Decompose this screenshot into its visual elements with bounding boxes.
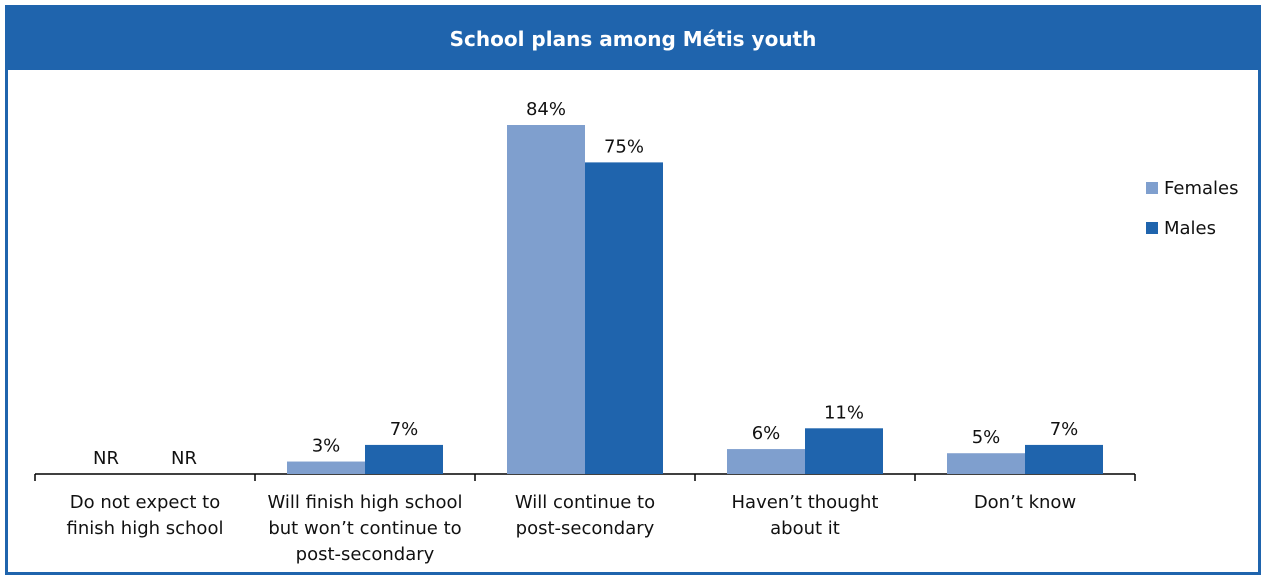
chart-title: School plans among Métis youth bbox=[8, 8, 1258, 70]
category-label: Will finish high school bbox=[267, 492, 462, 513]
bar-females bbox=[287, 461, 365, 474]
chart-frame: School plans among Métis youth bbox=[5, 5, 1261, 575]
category-label: finish high school bbox=[67, 518, 224, 539]
data-label: 11% bbox=[824, 402, 864, 423]
data-label: 5% bbox=[972, 427, 1001, 448]
bar-females bbox=[947, 453, 1025, 474]
bar-females bbox=[727, 449, 805, 474]
data-label: 75% bbox=[604, 136, 644, 157]
bar-males bbox=[1025, 444, 1103, 474]
category-label: Haven’t thought bbox=[732, 492, 879, 513]
category-label: post-secondary bbox=[516, 518, 655, 539]
bar-males bbox=[585, 162, 663, 474]
legend-label-males: Males bbox=[1164, 218, 1216, 239]
category-label: but won’t continue to bbox=[268, 518, 461, 539]
category-label: Do not expect to bbox=[70, 492, 220, 513]
bar-females bbox=[507, 125, 585, 474]
category-label: post-secondary bbox=[296, 544, 435, 565]
bar-males bbox=[805, 428, 883, 474]
data-label: 7% bbox=[1050, 419, 1079, 440]
data-label: NR bbox=[171, 448, 197, 469]
data-label: 7% bbox=[390, 419, 419, 440]
legend-label-females: Females bbox=[1164, 178, 1238, 199]
category-label: about it bbox=[770, 518, 840, 539]
data-label: 6% bbox=[752, 423, 781, 444]
legend-swatch-females bbox=[1146, 182, 1158, 194]
legend-swatch-males bbox=[1146, 222, 1158, 234]
bar-males bbox=[365, 444, 443, 474]
data-label: NR bbox=[93, 448, 119, 469]
data-label: 3% bbox=[312, 436, 341, 457]
category-label: Will continue to bbox=[515, 492, 655, 513]
category-label: Don’t know bbox=[974, 492, 1076, 513]
data-label: 84% bbox=[526, 99, 566, 120]
